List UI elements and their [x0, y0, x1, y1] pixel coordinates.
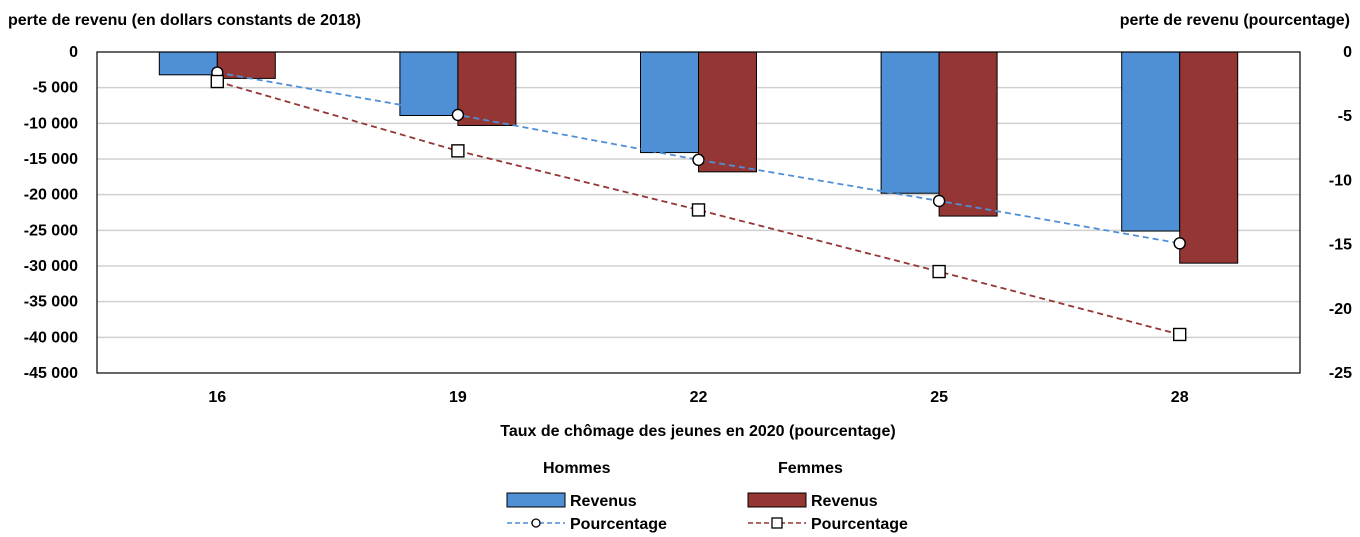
right-tick-label: -10 [1329, 172, 1352, 189]
plot-border [96, 51, 1301, 374]
right-axis-ticks: 0 -5 -10 -15 -20 -25 [1329, 44, 1352, 382]
point-women-percentage [691, 203, 706, 217]
legend-marker-men-percentage [531, 518, 541, 528]
bar-women-revenue [698, 51, 757, 173]
bar-women-revenue [938, 51, 998, 217]
bar-women-revenue [457, 51, 517, 126]
x-tick-label: 19 [449, 389, 467, 406]
right-tick-label: -15 [1329, 237, 1352, 254]
legend: Hommes Femmes Revenus Revenus Pourcentag… [506, 460, 908, 533]
bar-men-revenue [399, 51, 459, 116]
left-tick-label: -15 000 [24, 151, 78, 168]
right-tick-label: 0 [1343, 44, 1352, 61]
x-tick-label: 22 [690, 389, 708, 406]
legend-swatch-women-revenue [747, 492, 807, 508]
legend-label-women-revenue: Revenus [811, 493, 878, 510]
left-axis-title: perte de revenu (en dollars constants de… [8, 12, 361, 29]
legend-label-women-percentage: Pourcentage [811, 516, 908, 533]
right-tick-label: -20 [1329, 301, 1352, 318]
x-tick-label: 28 [1171, 389, 1189, 406]
point-women-percentage [451, 144, 465, 158]
right-tick-label: -5 [1338, 108, 1352, 125]
bar-men-revenue [640, 51, 699, 154]
legend-swatch-men-revenue [506, 492, 566, 508]
point-men-percentage [1173, 237, 1186, 250]
x-axis-ticks: 16 19 22 25 28 [208, 389, 1188, 406]
left-tick-label: -40 000 [24, 329, 78, 346]
left-tick-label: -30 000 [24, 258, 78, 275]
plot-frame [96, 51, 1301, 374]
left-tick-label: -20 000 [24, 187, 78, 204]
x-tick-label: 16 [208, 389, 226, 406]
right-axis-title: perte de revenu (pourcentage) [1120, 12, 1350, 29]
left-tick-label: -25 000 [24, 222, 78, 239]
legend-label-men-percentage: Pourcentage [570, 516, 667, 533]
legend-marker-women-percentage [771, 517, 783, 529]
point-men-percentage [692, 153, 705, 167]
point-women-percentage [210, 74, 225, 89]
legend-group-men: Hommes [543, 460, 611, 477]
percentage-lines [210, 66, 1187, 342]
left-tick-label: -10 000 [24, 115, 78, 132]
bar-men-revenue [880, 51, 940, 194]
bar-men-revenue [1121, 51, 1181, 232]
point-women-percentage [932, 264, 946, 279]
legend-label-men-revenue: Revenus [570, 493, 637, 510]
bar-women-revenue [1179, 51, 1239, 264]
left-axis-ticks: 0 -5 000 -10 000 -15 000 -20 000 -25 000 -30 0… [24, 44, 78, 382]
line-men-percentage [217, 71, 1180, 245]
right-tick-label: -25 [1329, 365, 1352, 382]
point-men-percentage [451, 108, 465, 122]
point-women-percentage [1172, 327, 1187, 342]
bar-men-revenue [158, 51, 218, 76]
left-tick-label: 0 [69, 44, 78, 61]
left-tick-label: -45 000 [24, 365, 78, 382]
left-tick-label: -35 000 [24, 294, 78, 311]
left-tick-label: -5 000 [33, 80, 78, 97]
bars [158, 51, 1239, 264]
x-tick-label: 25 [930, 389, 948, 406]
x-axis-title: Taux de chômage des jeunes en 2020 (pour… [500, 423, 895, 440]
bar-women-revenue [216, 51, 276, 79]
point-men-percentage [932, 194, 946, 208]
legend-group-women: Femmes [778, 460, 843, 477]
